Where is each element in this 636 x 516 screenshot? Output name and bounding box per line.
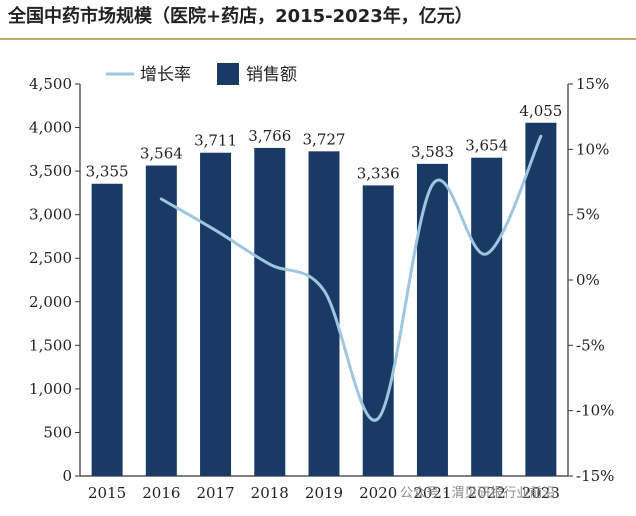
x-tick-label: 2018 — [251, 484, 289, 502]
x-tick-label: 2022 — [468, 484, 506, 502]
right-tick-label: -5% — [576, 336, 605, 354]
bar-value-label: 3,711 — [194, 132, 237, 150]
bar-2022 — [471, 157, 503, 477]
left-tick-label: 3,500 — [29, 162, 72, 180]
left-tick-label: 3,000 — [29, 206, 72, 224]
x-tick-label: 2021 — [413, 484, 451, 502]
bar-2017 — [200, 152, 232, 477]
x-tick-label: 2020 — [359, 484, 397, 502]
x-tick-label: 2017 — [196, 484, 234, 502]
bar-value-label: 3,727 — [303, 130, 346, 148]
legend-label-growth: 增长率 — [140, 65, 191, 85]
left-tick-label: 500 — [43, 423, 72, 441]
right-tick-label: -10% — [576, 402, 614, 420]
x-tick-label: 2016 — [142, 484, 180, 502]
title-divider — [0, 38, 636, 40]
bar-2023 — [525, 122, 557, 477]
bar-2015 — [91, 183, 123, 476]
bar-value-label: 3,355 — [86, 163, 129, 181]
x-tick-label: 2019 — [305, 484, 343, 502]
right-tick-label: 5% — [576, 206, 600, 224]
left-tick-label: 1,500 — [29, 336, 72, 354]
right-tick-label: 10% — [576, 140, 609, 158]
x-tick-label: 2015 — [88, 484, 126, 502]
right-tick-label: -15% — [576, 467, 614, 485]
bar-value-label: 3,766 — [248, 127, 291, 145]
bar-value-label: 4,055 — [519, 102, 562, 120]
left-tick-label: 2,000 — [29, 293, 72, 311]
legend-bar-swatch — [217, 63, 239, 85]
watermark-text: 公众号 · 渭贝研报行业前沿 — [400, 485, 555, 501]
x-tick-label: 2023 — [522, 484, 560, 502]
bar-2018 — [254, 147, 286, 476]
left-tick-label: 2,500 — [29, 249, 72, 267]
left-tick-label: 4,500 — [29, 75, 72, 93]
bar-value-label: 3,336 — [357, 164, 400, 182]
growth-rate-line — [159, 134, 543, 422]
left-tick-label: 0 — [62, 467, 72, 485]
left-tick-label: 1,000 — [29, 380, 72, 398]
right-tick-label: 0% — [576, 271, 600, 289]
right-tick-label: 15% — [576, 75, 609, 93]
legend-label-sales: 销售额 — [246, 65, 297, 85]
left-tick-label: 4,000 — [29, 119, 72, 137]
bar-value-label: 3,564 — [140, 145, 183, 163]
chart-title: 全国中药市场规模（医院+药店，2015-2023年，亿元） — [8, 6, 473, 27]
bar-value-label: 3,654 — [465, 137, 508, 155]
bar-2016 — [145, 165, 177, 476]
bar-2020 — [362, 185, 394, 476]
bar-value-label: 3,583 — [411, 143, 454, 161]
bar-2021 — [416, 163, 448, 476]
